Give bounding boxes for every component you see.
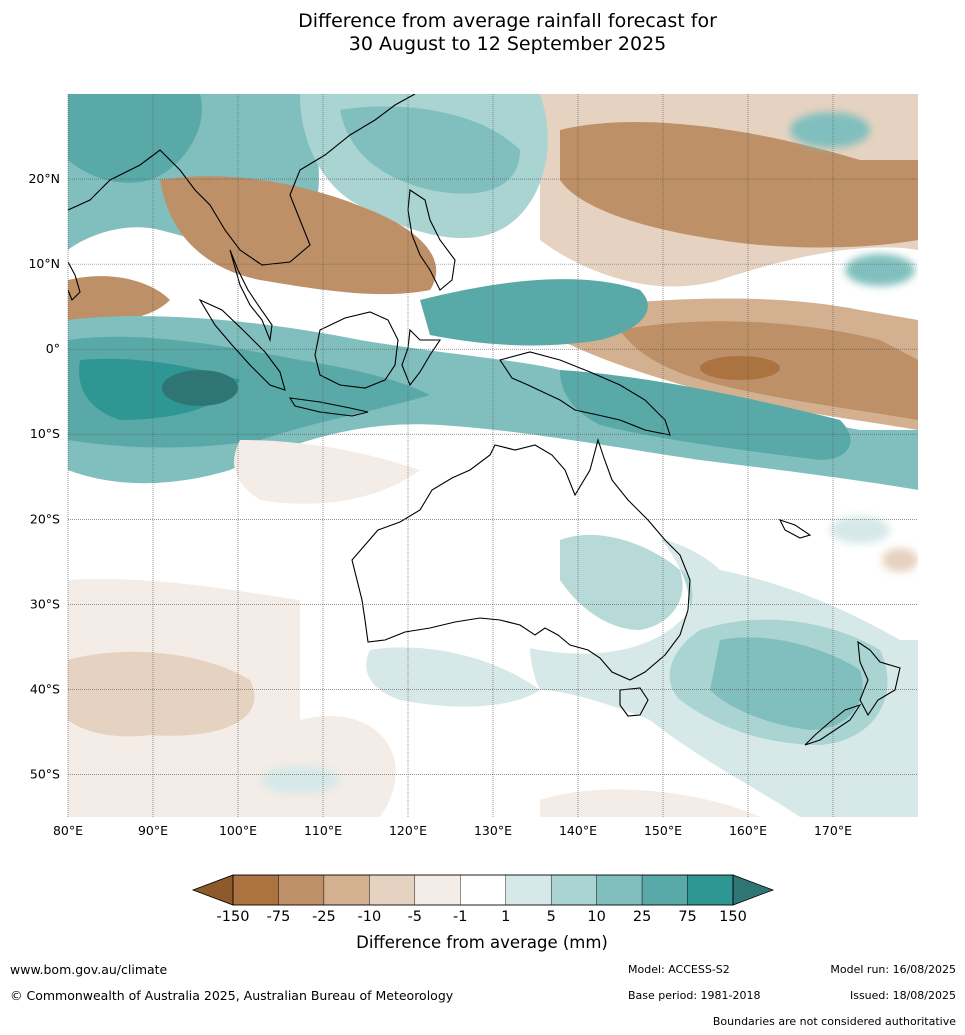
colorbar-tick-label: 75 xyxy=(678,909,696,925)
colorbar-tick-label: -1 xyxy=(453,909,467,925)
footer-model-run: Model run: 16/08/2025 xyxy=(830,963,956,976)
australia-coastline xyxy=(351,438,691,681)
colorbar-box xyxy=(414,874,461,906)
colorbar-boxes xyxy=(191,874,775,906)
latitude-label: 0° xyxy=(46,341,60,356)
latitude-label: 20°N xyxy=(28,171,60,186)
graticule xyxy=(67,94,918,817)
colorbar-tick-label: -75 xyxy=(267,909,291,925)
latitude-label: 50°S xyxy=(30,766,60,781)
longitude-label: 160°E xyxy=(729,823,767,838)
latitude-label: 40°S xyxy=(30,681,60,696)
footer-issued: Issued: 18/08/2025 xyxy=(849,989,956,1002)
latitude-label: 20°S xyxy=(30,511,60,526)
longitude-label: 110°E xyxy=(304,823,342,838)
colorbar-tick-label: -25 xyxy=(312,909,336,925)
colorbar-tick-label: 1 xyxy=(501,909,510,925)
footer-boundaries-note: Boundaries are not considered authoritat… xyxy=(712,1015,956,1028)
colorbar-label: Difference from average (mm) xyxy=(356,933,608,952)
title-line-2: 30 August to 12 September 2025 xyxy=(348,33,667,55)
longitude-label: 140°E xyxy=(559,823,597,838)
colorbar-tick-label: 10 xyxy=(587,909,605,925)
map-title: Difference from average rainfall forecas… xyxy=(0,10,965,56)
colorbar-box xyxy=(596,874,643,906)
colorbar-box xyxy=(232,874,279,906)
colorbar-tick-label: 150 xyxy=(719,909,747,925)
footer-url[interactable]: www.bom.gov.au/climate xyxy=(10,962,168,977)
new-zealand-south-coastline xyxy=(804,703,862,746)
longitude-label: 170°E xyxy=(814,823,852,838)
colorbar-box xyxy=(687,874,734,906)
longitude-label: 120°E xyxy=(389,823,427,838)
longitude-label: 130°E xyxy=(474,823,512,838)
colorbar-tick-label: -10 xyxy=(358,909,382,925)
longitude-label: 80°E xyxy=(53,823,83,838)
java-coastline xyxy=(288,397,369,417)
sri-lanka-coastline xyxy=(68,261,81,301)
philippines-coastline xyxy=(407,189,456,291)
latitude-label: 10°N xyxy=(28,256,60,271)
new-guinea-coastline xyxy=(499,351,671,436)
colorbar-box xyxy=(505,874,552,906)
colorbar-tick-label: 5 xyxy=(547,909,556,925)
malay-peninsula-coastline xyxy=(229,249,273,343)
colorbar-box xyxy=(460,874,506,906)
latitude-label: 30°S xyxy=(30,596,60,611)
colorbar-tick-labels: -150 -75 -25 -10 -5 -1 1 5 10 25 75 150 xyxy=(217,909,747,925)
colorbar-box xyxy=(369,874,416,906)
borneo-coastline xyxy=(314,311,399,389)
colorbar-box xyxy=(641,874,688,906)
footer-base-period: Base period: 1981-2018 xyxy=(628,989,761,1002)
title-line-1: Difference from average rainfall forecas… xyxy=(298,10,717,32)
new-caledonia-coastline xyxy=(778,519,812,539)
colorbar: -150 -75 -25 -10 -5 -1 1 5 10 25 75 150 Difference … xyxy=(191,874,775,952)
footer-model: Model: ACCESS-S2 xyxy=(628,963,730,976)
longitude-label: 100°E xyxy=(219,823,257,838)
colorbar-box xyxy=(550,874,597,906)
rainfall-map: 20°N 10°N 0° 10°S 20°S 30°S 40°S 50°S 80°E 90°E 1… xyxy=(28,94,918,838)
colorbar-extend-low xyxy=(191,874,234,906)
asia-mainland-coastline xyxy=(68,94,416,266)
longitude-label: 90°E xyxy=(138,823,168,838)
colorbar-box xyxy=(278,874,325,906)
map-canvas: 20°N 10°N 0° 10°S 20°S 30°S 40°S 50°S 80°E 90°E 1… xyxy=(28,94,918,838)
longitude-labels: 80°E 90°E 100°E 110°E 120°E 130°E 140°E 150°E 16… xyxy=(53,823,852,838)
new-zealand-north-coastline xyxy=(857,640,901,717)
coastlines xyxy=(68,94,901,746)
colorbar-extend-high xyxy=(732,874,775,906)
footer-copyright: © Commonwealth of Australia 2025, Austra… xyxy=(10,988,454,1003)
tasmania-coastline xyxy=(619,687,649,717)
colorbar-tick-label: 25 xyxy=(633,909,651,925)
sulawesi-coastline xyxy=(401,328,442,387)
latitude-labels: 20°N 10°N 0° 10°S 20°S 30°S 40°S 50°S xyxy=(28,171,60,781)
colorbar-tick-label: -150 xyxy=(217,909,250,925)
latitude-label: 10°S xyxy=(30,426,60,441)
longitude-label: 150°E xyxy=(644,823,682,838)
colorbar-tick-label: -5 xyxy=(408,909,422,925)
colorbar-box xyxy=(323,874,370,906)
sumatra-coastline xyxy=(198,298,286,391)
